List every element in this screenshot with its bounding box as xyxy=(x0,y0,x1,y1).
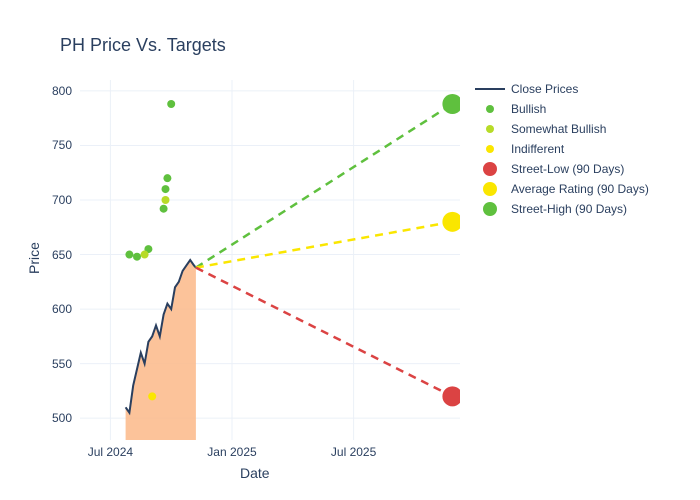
legend-big-dot-marker xyxy=(483,202,497,216)
legend-dot-marker xyxy=(486,125,494,133)
legend-item: Indifferent xyxy=(475,140,649,158)
bullish-point xyxy=(162,185,170,193)
legend-line-marker xyxy=(475,88,505,90)
legend-item: Street-High (90 Days) xyxy=(475,200,649,218)
legend-big-dot-marker xyxy=(483,182,497,196)
y-tick-label: 600 xyxy=(42,302,72,316)
bullish-point xyxy=(163,174,171,182)
y-axis-label: Price xyxy=(26,242,42,274)
bullish-point xyxy=(125,251,133,259)
legend-item: Somewhat Bullish xyxy=(475,120,649,138)
legend-label: Bullish xyxy=(511,102,546,116)
somewhat-bullish-point xyxy=(141,251,149,259)
legend-label: Somewhat Bullish xyxy=(511,122,606,136)
chart-container: PH Price Vs. Targets Price Date 500 550 60… xyxy=(0,0,700,500)
y-tick-label: 750 xyxy=(42,138,72,152)
street-high-line xyxy=(196,104,453,268)
y-tick-label: 650 xyxy=(42,248,72,262)
street-low-line xyxy=(196,268,453,397)
y-tick-label: 800 xyxy=(42,84,72,98)
street-high-dot xyxy=(442,94,460,114)
chart-svg xyxy=(80,80,460,440)
plot-area xyxy=(80,80,460,440)
legend-label: Average Rating (90 Days) xyxy=(511,182,649,196)
legend-dot-marker xyxy=(486,145,494,153)
legend-dot-marker xyxy=(486,105,494,113)
x-axis-label: Date xyxy=(240,465,270,481)
somewhat-bullish-point xyxy=(162,196,170,204)
average-dot xyxy=(442,212,460,232)
y-tick-label: 700 xyxy=(42,193,72,207)
legend-label: Street-High (90 Days) xyxy=(511,202,627,216)
x-tick-label: Jul 2024 xyxy=(80,445,140,459)
close-price-fill xyxy=(126,260,196,440)
legend-item: Bullish xyxy=(475,100,649,118)
legend-label: Close Prices xyxy=(511,82,578,96)
y-tick-label: 550 xyxy=(42,357,72,371)
indifferent-point xyxy=(148,392,156,400)
legend: Close Prices Bullish Somewhat Bullish Indif… xyxy=(475,80,649,220)
x-tick-label: Jan 2025 xyxy=(202,445,262,459)
legend-big-dot-marker xyxy=(483,162,497,176)
legend-item: Average Rating (90 Days) xyxy=(475,180,649,198)
legend-label: Indifferent xyxy=(511,142,564,156)
bullish-point xyxy=(133,253,141,261)
chart-title: PH Price Vs. Targets xyxy=(60,35,226,56)
bullish-point xyxy=(167,100,175,108)
average-line xyxy=(196,222,453,268)
x-tick-label: Jul 2025 xyxy=(324,445,384,459)
legend-label: Street-Low (90 Days) xyxy=(511,162,624,176)
bullish-point xyxy=(160,205,168,213)
legend-item: Street-Low (90 Days) xyxy=(475,160,649,178)
street-low-dot xyxy=(442,386,460,406)
legend-item: Close Prices xyxy=(475,80,649,98)
y-tick-label: 500 xyxy=(42,411,72,425)
